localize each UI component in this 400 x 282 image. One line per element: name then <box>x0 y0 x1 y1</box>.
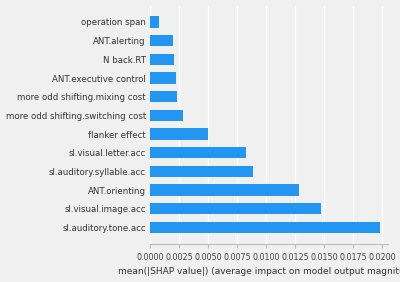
Bar <box>150 35 173 46</box>
X-axis label: mean(|SHAP value|) (average impact on model output magnitude): mean(|SHAP value|) (average impact on mo… <box>118 267 400 276</box>
Bar <box>150 91 177 102</box>
Bar <box>150 147 246 158</box>
Bar <box>150 128 208 140</box>
Bar <box>150 16 159 28</box>
Bar <box>150 110 182 121</box>
Bar <box>150 72 176 84</box>
Bar <box>150 203 321 214</box>
Bar <box>150 222 380 233</box>
Bar <box>150 166 253 177</box>
Bar <box>150 184 299 196</box>
Bar <box>150 54 174 65</box>
